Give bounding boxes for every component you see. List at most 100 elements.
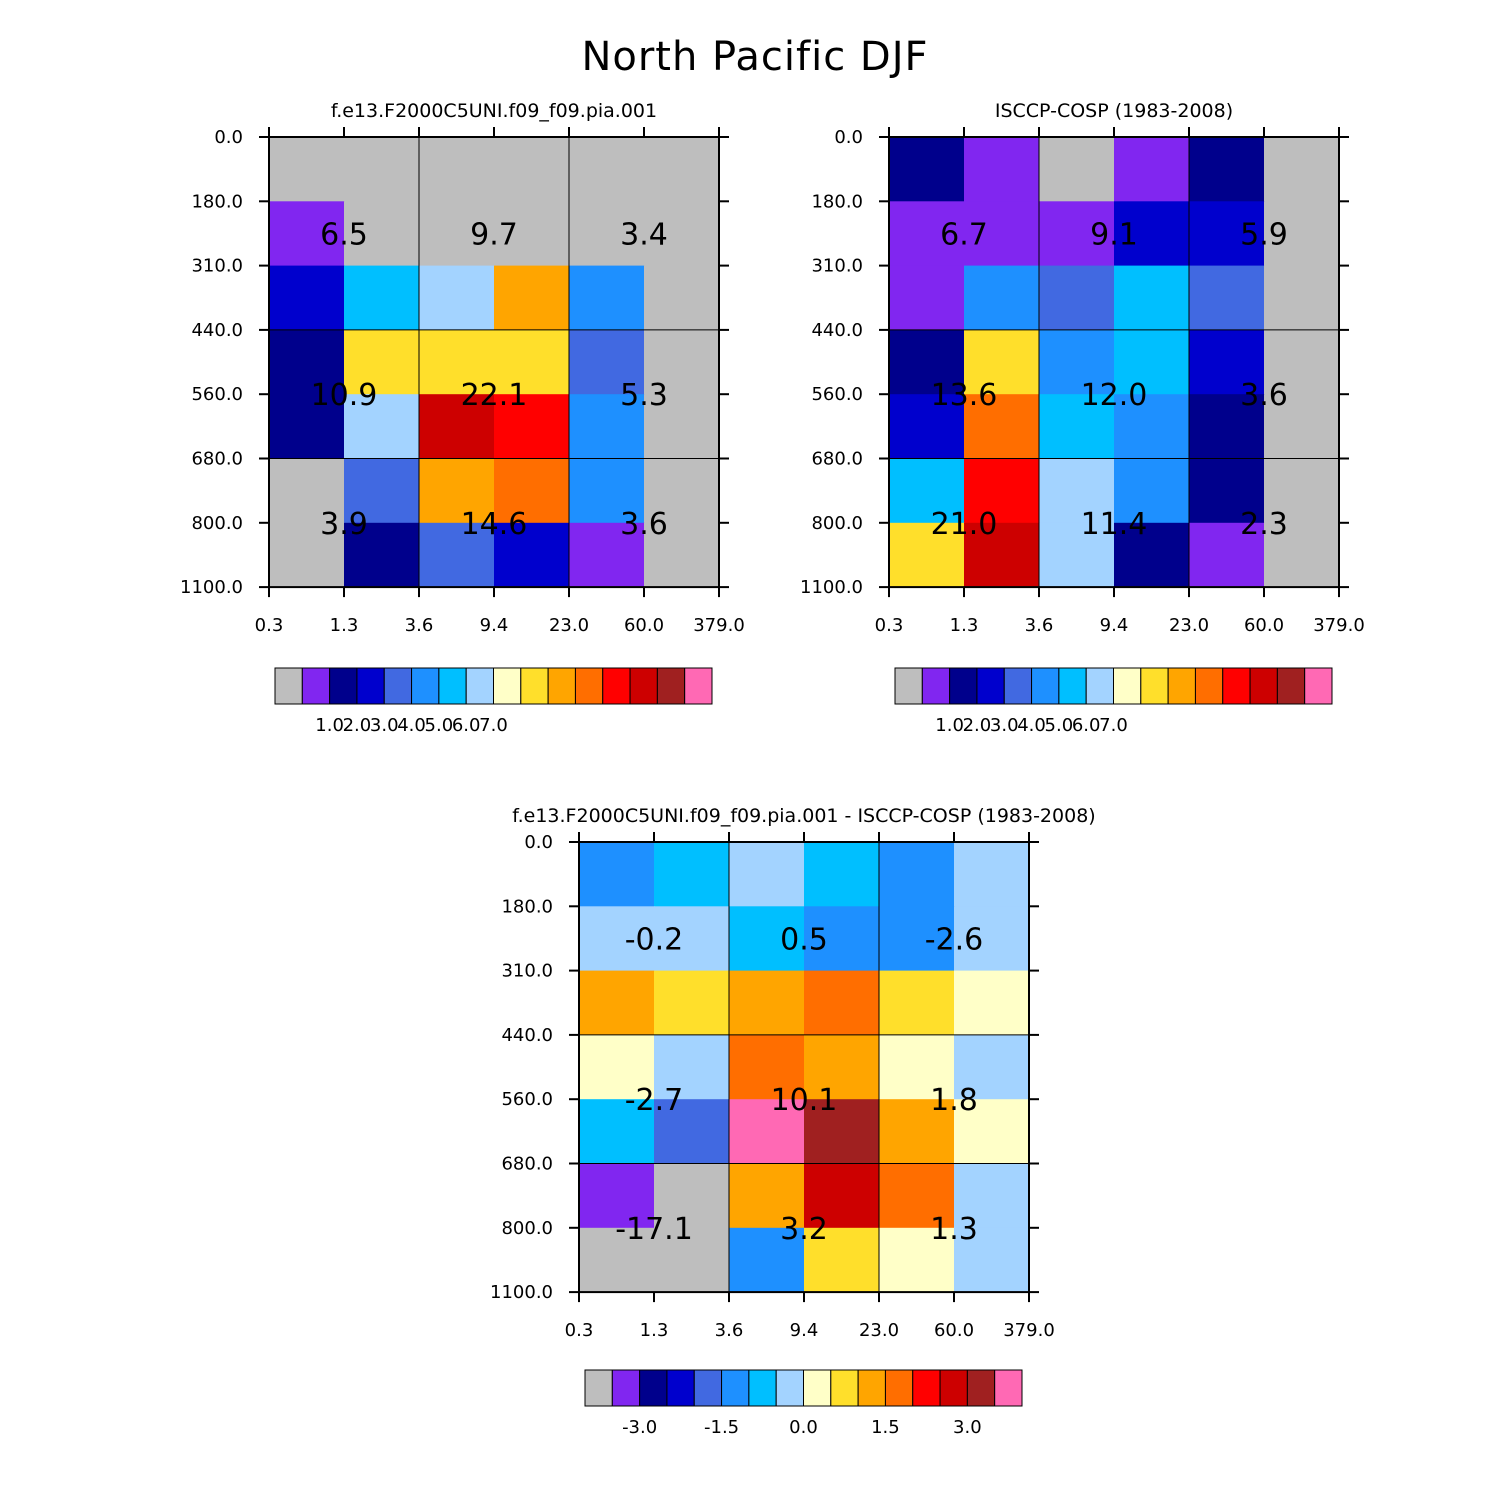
heatmap-cell (879, 1034, 955, 1100)
heatmap-cell (579, 842, 655, 907)
colorbar-label: 2.0 (343, 715, 372, 736)
colorbar-box (976, 667, 1005, 705)
heatmap-cell (569, 201, 645, 267)
colorbar-label: 3.0 (370, 715, 399, 736)
heatmap-cell (954, 1163, 1030, 1229)
heatmap-cell (879, 1227, 955, 1293)
heatmap-cell (1114, 394, 1190, 460)
heatmap-cell (419, 137, 495, 202)
heatmap-cell (1039, 137, 1115, 202)
panel-model: f.e13.F2000C5UNI.f09_f09.pia.001 6.5 9.7 3.… (180, 100, 745, 736)
heatmap-cell (1264, 522, 1340, 588)
y-tick-label: 680.0 (811, 449, 863, 470)
heatmap-cell (879, 842, 955, 907)
heatmap-cell (879, 1099, 955, 1165)
x-tick-label: 0.3 (255, 615, 284, 636)
colorbar-box (1140, 667, 1169, 705)
heatmap-cell (654, 1227, 730, 1293)
panel-title: f.e13.F2000C5UNI.f09_f09.pia.001 - ISCCP… (512, 805, 1095, 827)
colorbar-label: 5.0 (1045, 715, 1074, 736)
colorbar-box (1167, 667, 1196, 705)
colorbar-label: 6.0 (1072, 715, 1101, 736)
heatmap-cell (644, 137, 720, 202)
colorbar-box (939, 1369, 968, 1407)
heatmap-cell (579, 1034, 655, 1100)
x-tick-label: 60.0 (624, 615, 664, 636)
heatmap-cell (569, 522, 645, 588)
colorbar-box (994, 1369, 1023, 1407)
x-tick-label: 379.0 (1313, 615, 1365, 636)
heatmap-cell (729, 970, 805, 1036)
heatmap-cell (889, 201, 965, 267)
colorbar-box (274, 667, 303, 705)
heatmap-cell (344, 522, 420, 588)
block-value-label: 9.1 (1090, 217, 1138, 252)
y-tick-label: 0.0 (524, 832, 553, 853)
block-value-label: -2.7 (625, 1083, 684, 1118)
heatmap-cell (729, 1034, 805, 1100)
block-value-label: 3.6 (1240, 378, 1288, 413)
heatmap-cell (804, 906, 880, 972)
x-tick-label: 9.4 (790, 1320, 819, 1341)
y-tick-label: 0.0 (214, 127, 243, 148)
x-tick-label: 1.3 (950, 615, 979, 636)
heatmap-cell (1264, 394, 1340, 460)
block-value-label: 9.7 (470, 217, 518, 252)
heatmap-cell (579, 1163, 655, 1229)
block-value-label: 12.0 (1081, 378, 1148, 413)
colorbar-box (884, 1369, 914, 1407)
block-value-label: -17.1 (615, 1212, 693, 1247)
x-tick-label: 23.0 (549, 615, 589, 636)
colorbar-box (520, 667, 549, 705)
heatmap-cell (1114, 201, 1190, 267)
colorbar-box (356, 667, 385, 705)
colorbar-box (1304, 667, 1333, 705)
x-tick-label: 1.3 (330, 615, 359, 636)
block-value-label: 3.2 (780, 1212, 828, 1247)
colorbar-label: -3.0 (622, 1417, 657, 1438)
colorbar-label: -1.5 (704, 1417, 739, 1438)
heatmap-cell (1039, 329, 1115, 395)
colorbar-box (329, 667, 358, 705)
heatmap-cell (419, 394, 495, 460)
heatmap-cell (1189, 329, 1265, 395)
heatmap-cell (654, 906, 730, 972)
block-value-label: 6.7 (940, 217, 988, 252)
heatmap-cell (1189, 458, 1265, 524)
block-value-label: 10.9 (311, 378, 378, 413)
block-value-label: 11.4 (1081, 507, 1148, 542)
colorbar-box (949, 667, 978, 705)
colorbar-box (684, 667, 713, 705)
colorbar-label: 3.0 (953, 1417, 982, 1438)
block-value-label: 14.6 (461, 507, 528, 542)
heatmap-cell (1039, 394, 1115, 460)
block-value-label: 3.6 (620, 507, 668, 542)
block-value-label: 13.6 (931, 378, 998, 413)
colorbar-box (912, 1369, 941, 1407)
heatmap-cell (269, 201, 345, 267)
heatmap-cell (344, 265, 420, 331)
heatmap-cell (1264, 329, 1340, 395)
y-tick-label: 1100.0 (800, 577, 863, 598)
heatmap-cell (419, 265, 495, 331)
x-tick-label: 9.4 (1100, 615, 1129, 636)
heatmap-cell (644, 458, 720, 524)
heatmap-cell (419, 458, 495, 524)
block-value-label: 5.3 (620, 378, 668, 413)
heatmap-cell (804, 1034, 880, 1100)
colorbar-box (666, 1369, 695, 1407)
y-tick-label: 310.0 (501, 961, 553, 982)
heatmap-cell (804, 970, 880, 1036)
heatmap-cell (494, 329, 570, 395)
heatmap-cell (954, 906, 1030, 972)
heatmap-cell (729, 1099, 805, 1165)
colorbar-label: 4.0 (397, 715, 426, 736)
heatmap-cell (804, 1163, 880, 1229)
heatmap-cell (729, 1227, 805, 1293)
colorbar-label: 4.0 (1017, 715, 1046, 736)
colorbar-label: 1.0 (315, 715, 344, 736)
heatmap-cell (879, 970, 955, 1036)
block-value-label: 3.4 (620, 217, 668, 252)
heatmap-cell (494, 458, 570, 524)
